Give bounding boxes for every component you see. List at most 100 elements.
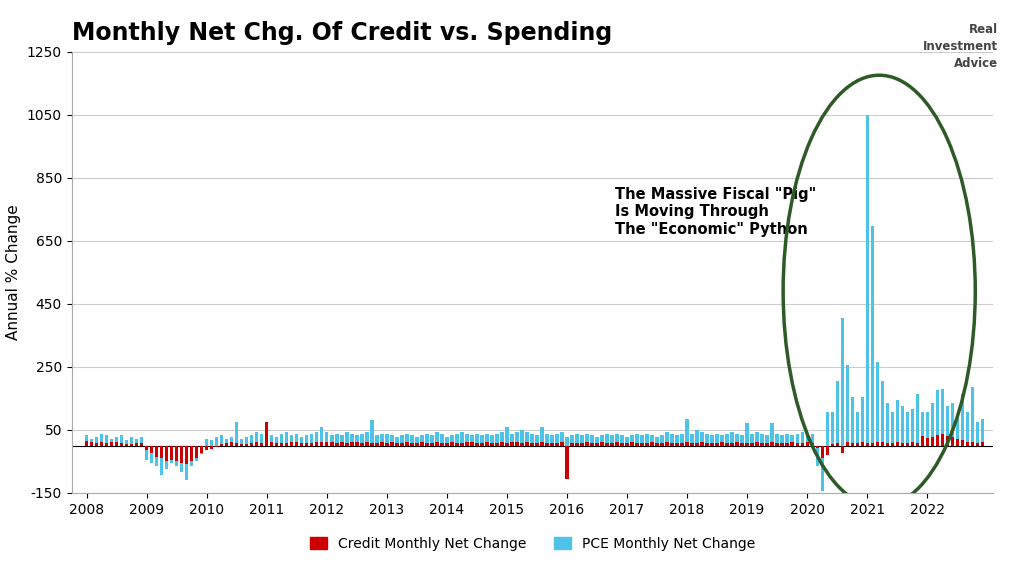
Bar (565, 437, 568, 446)
Bar (830, 413, 834, 446)
Bar (931, 437, 934, 446)
Bar (385, 443, 388, 446)
Bar (785, 443, 788, 446)
Bar (791, 435, 794, 446)
Bar (435, 432, 438, 446)
Bar (961, 440, 964, 446)
Bar (225, 443, 228, 446)
Bar (185, 446, 188, 464)
Bar (801, 443, 804, 446)
Bar (505, 427, 509, 446)
Bar (305, 435, 308, 446)
Bar (780, 443, 783, 446)
Bar (841, 446, 844, 453)
Bar (140, 437, 143, 446)
Bar (241, 444, 244, 446)
Bar (770, 423, 774, 446)
Bar (936, 390, 939, 446)
Bar (981, 419, 984, 446)
Bar (110, 438, 114, 446)
Bar (360, 443, 364, 446)
Bar (721, 435, 724, 446)
Bar (260, 434, 263, 446)
Bar (340, 442, 343, 446)
Bar (725, 443, 729, 446)
Bar (416, 443, 419, 446)
Bar (445, 443, 449, 446)
Bar (125, 440, 128, 446)
Bar (480, 443, 483, 446)
Bar (165, 446, 168, 469)
Bar (815, 446, 819, 448)
Bar (655, 443, 658, 446)
Bar (836, 381, 839, 446)
Bar (310, 443, 313, 446)
Bar (230, 442, 233, 446)
Bar (385, 434, 388, 446)
Bar (470, 442, 473, 446)
Bar (375, 443, 379, 446)
Bar (740, 443, 743, 446)
Bar (676, 443, 679, 446)
Bar (490, 435, 494, 446)
Bar (730, 443, 734, 446)
Bar (745, 443, 749, 446)
Bar (85, 441, 88, 446)
Bar (295, 434, 298, 446)
Bar (190, 446, 194, 466)
Bar (151, 446, 154, 463)
Bar (510, 434, 514, 446)
Bar (355, 442, 358, 446)
Bar (745, 423, 749, 446)
Bar (350, 434, 353, 446)
Bar (605, 443, 608, 446)
Bar (196, 446, 199, 458)
Bar (155, 446, 159, 466)
Bar (655, 437, 658, 446)
Bar (496, 443, 499, 446)
Bar (900, 406, 904, 446)
Bar (586, 434, 589, 446)
Bar (135, 438, 138, 446)
Bar (751, 443, 754, 446)
Bar (215, 437, 218, 446)
Bar (836, 443, 839, 446)
Bar (761, 443, 764, 446)
Bar (360, 434, 364, 446)
Bar (936, 435, 939, 446)
Bar (680, 443, 684, 446)
Bar (145, 446, 148, 450)
Bar (971, 387, 974, 446)
Bar (345, 443, 348, 446)
Bar (851, 397, 854, 446)
Bar (100, 434, 103, 446)
Bar (900, 443, 904, 446)
Bar (796, 443, 799, 446)
Bar (910, 442, 913, 446)
Bar (915, 443, 919, 446)
Bar (445, 437, 449, 446)
Bar (631, 435, 634, 446)
Bar (190, 446, 194, 461)
Bar (605, 434, 608, 446)
Text: The Massive Fiscal "Pig"
Is Moving Through
The "Economic" Python: The Massive Fiscal "Pig" Is Moving Throu… (615, 187, 816, 237)
Bar (501, 442, 504, 446)
Bar (430, 435, 433, 446)
Bar (910, 409, 913, 446)
Bar (165, 446, 168, 461)
Bar (330, 442, 334, 446)
Bar (740, 435, 743, 446)
Bar (775, 443, 779, 446)
Bar (175, 446, 178, 461)
Bar (475, 443, 478, 446)
Bar (485, 434, 488, 446)
Bar (430, 443, 433, 446)
Bar (300, 437, 303, 446)
Bar (570, 443, 573, 446)
Bar (371, 443, 374, 446)
Bar (395, 443, 398, 446)
Bar (485, 442, 488, 446)
Bar (700, 432, 703, 446)
Bar (671, 434, 674, 446)
Bar (250, 443, 254, 446)
